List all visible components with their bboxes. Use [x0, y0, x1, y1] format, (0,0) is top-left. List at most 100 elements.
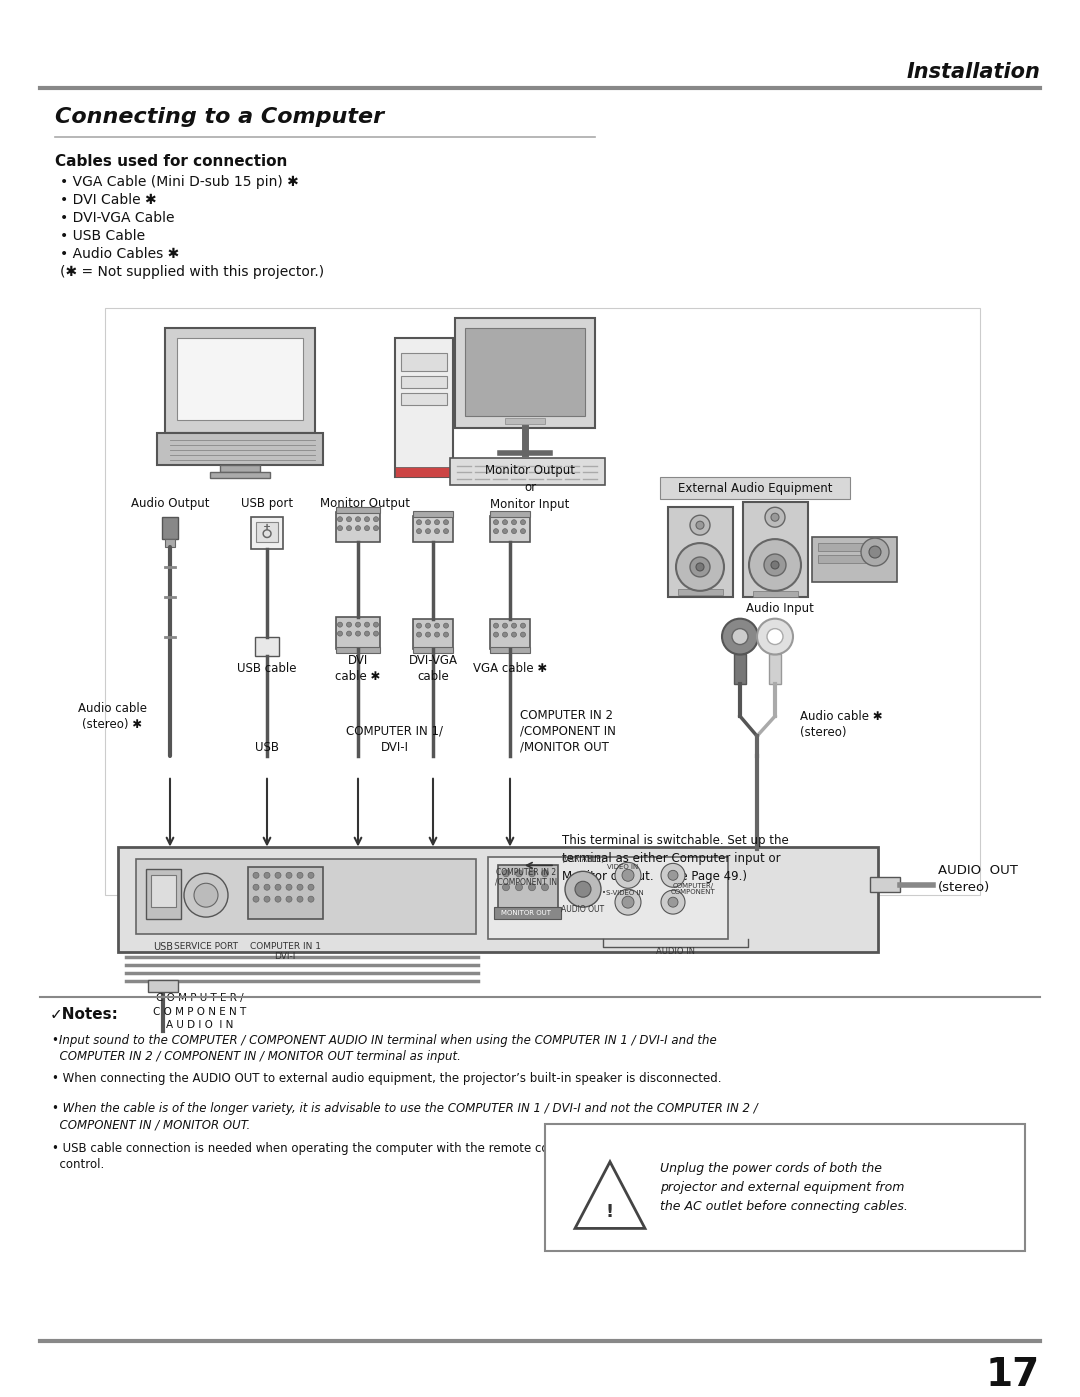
Circle shape	[275, 884, 281, 890]
Circle shape	[661, 863, 685, 887]
Circle shape	[365, 525, 369, 531]
Text: ✓Notes:: ✓Notes:	[50, 1007, 119, 1023]
Circle shape	[337, 631, 342, 636]
Circle shape	[253, 884, 259, 890]
Text: control.: control.	[52, 1158, 105, 1171]
Circle shape	[355, 622, 361, 627]
Bar	[177, 338, 303, 419]
Text: • DVI Cable ✱: • DVI Cable ✱	[60, 193, 157, 207]
Text: • Audio Cables ✱: • Audio Cables ✱	[60, 247, 179, 261]
Bar	[488, 858, 728, 939]
Text: VIDEO IN: VIDEO IN	[607, 865, 638, 870]
Circle shape	[434, 520, 440, 525]
Text: COMPONENT IN / MONITOR OUT.: COMPONENT IN / MONITOR OUT.	[52, 1118, 251, 1132]
Circle shape	[512, 520, 516, 525]
Circle shape	[308, 897, 314, 902]
Circle shape	[732, 629, 748, 644]
Circle shape	[365, 622, 369, 627]
Circle shape	[347, 622, 351, 627]
Text: •S-VIDEO IN: •S-VIDEO IN	[603, 890, 644, 897]
Circle shape	[494, 631, 499, 637]
Circle shape	[337, 622, 342, 627]
Circle shape	[365, 631, 369, 636]
Bar	[678, 590, 723, 595]
Circle shape	[434, 631, 440, 637]
Text: COMPUTER IN 2
/COMPONENT IN: COMPUTER IN 2 /COMPONENT IN	[495, 868, 557, 887]
Circle shape	[426, 631, 431, 637]
Circle shape	[297, 897, 303, 902]
Polygon shape	[575, 1162, 645, 1228]
Text: 17: 17	[986, 1355, 1040, 1394]
Text: USB port: USB port	[241, 497, 293, 510]
Circle shape	[575, 882, 591, 897]
Text: • When the cable is of the longer variety, it is advisable to use the COMPUTER I: • When the cable is of the longer variet…	[52, 1102, 758, 1115]
Bar	[490, 647, 530, 652]
Circle shape	[676, 543, 724, 591]
Text: • VGA Cable (Mini D-sub 15 pin) ✱: • VGA Cable (Mini D-sub 15 pin) ✱	[60, 175, 299, 189]
Circle shape	[417, 631, 421, 637]
Text: External Audio Equipment: External Audio Equipment	[678, 482, 833, 495]
Circle shape	[723, 619, 758, 654]
Text: Cables used for connection: Cables used for connection	[55, 154, 287, 169]
Circle shape	[861, 538, 889, 566]
Circle shape	[502, 623, 508, 629]
Text: Audio cable ✱
(stereo): Audio cable ✱ (stereo)	[800, 710, 882, 739]
Circle shape	[297, 872, 303, 879]
Bar	[734, 654, 746, 685]
Bar	[165, 328, 315, 433]
Text: COMPUTER IN 1/
DVI-I: COMPUTER IN 1/ DVI-I	[347, 725, 444, 754]
Text: •Input sound to the COMPUTER / COMPONENT AUDIO IN terminal when using the COMPUT: •Input sound to the COMPUTER / COMPONENT…	[52, 1034, 717, 1048]
Bar	[136, 859, 476, 935]
Circle shape	[184, 873, 228, 916]
Bar	[401, 376, 447, 388]
Text: Installation: Installation	[906, 61, 1040, 81]
Text: !: !	[606, 1203, 615, 1221]
Circle shape	[355, 517, 361, 521]
Bar	[505, 418, 545, 423]
Circle shape	[764, 555, 786, 576]
Circle shape	[444, 623, 448, 629]
Circle shape	[521, 520, 526, 525]
Text: AUDIO OUT: AUDIO OUT	[562, 905, 605, 914]
Text: Audio cable
(stereo) ✱: Audio cable (stereo) ✱	[78, 701, 147, 731]
Circle shape	[264, 897, 270, 902]
Bar	[812, 536, 897, 583]
Circle shape	[365, 517, 369, 521]
Bar	[413, 619, 453, 648]
Text: (VARIABLE): (VARIABLE)	[562, 855, 605, 863]
Circle shape	[347, 525, 351, 531]
Circle shape	[502, 631, 508, 637]
Circle shape	[696, 563, 704, 571]
Circle shape	[286, 897, 292, 902]
Text: COMPUTER/
COMPONENT: COMPUTER/ COMPONENT	[671, 883, 715, 895]
Bar	[256, 522, 278, 542]
Circle shape	[521, 528, 526, 534]
Circle shape	[765, 507, 785, 527]
Circle shape	[696, 521, 704, 529]
Circle shape	[502, 870, 510, 877]
Bar	[465, 328, 585, 416]
Circle shape	[512, 528, 516, 534]
Circle shape	[374, 517, 378, 521]
Text: AUDIO  OUT
(stereo): AUDIO OUT (stereo)	[939, 865, 1017, 894]
Circle shape	[374, 631, 378, 636]
Bar	[660, 478, 850, 499]
Circle shape	[275, 897, 281, 902]
Bar	[336, 647, 380, 652]
Circle shape	[253, 872, 259, 879]
Circle shape	[374, 525, 378, 531]
Circle shape	[615, 862, 642, 888]
Circle shape	[434, 528, 440, 534]
Circle shape	[494, 528, 499, 534]
Bar	[336, 616, 380, 648]
Circle shape	[308, 884, 314, 890]
Circle shape	[541, 884, 549, 891]
Bar	[413, 517, 453, 542]
Text: (✱ = Not supplied with this projector.): (✱ = Not supplied with this projector.)	[60, 264, 324, 278]
Bar	[498, 865, 558, 911]
Bar	[162, 517, 178, 539]
Text: • DVI-VGA Cable: • DVI-VGA Cable	[60, 211, 175, 225]
Text: VGA cable ✱: VGA cable ✱	[473, 662, 548, 675]
Circle shape	[661, 890, 685, 914]
Circle shape	[347, 631, 351, 636]
